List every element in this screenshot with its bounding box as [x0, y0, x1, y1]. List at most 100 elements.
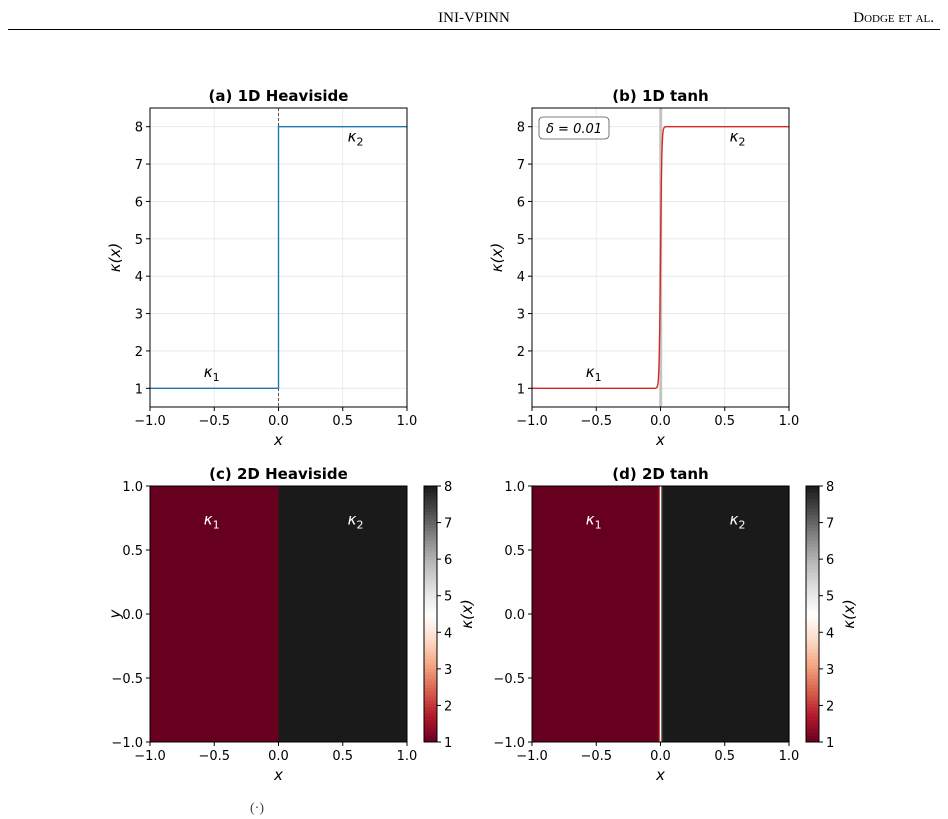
- colorbar-segment: [806, 585, 819, 589]
- x-tick-label: 0.5: [714, 749, 735, 764]
- heatmap-cell: [537, 486, 539, 742]
- colorbar-segment: [424, 722, 437, 727]
- heatmap-cell: [679, 486, 681, 742]
- heatmap-cell: [771, 486, 773, 742]
- colorbar-segment: [424, 527, 437, 532]
- heatmap-cell: [707, 486, 709, 742]
- heatmap-cell: [706, 486, 708, 742]
- heatmap-cell: [703, 486, 705, 742]
- heatmap-cell: [723, 486, 725, 742]
- colorbar-segment: [806, 537, 819, 541]
- kappa-label: κ1: [586, 363, 602, 384]
- colorbar-tick-label: 3: [826, 663, 834, 678]
- colorbar-segment: [424, 710, 437, 714]
- heatmap-cell: [547, 486, 549, 742]
- heatmap-cell: [592, 486, 594, 742]
- colorbar-segment: [424, 572, 437, 577]
- colorbar-segment: [806, 713, 819, 717]
- heatmap-cell: [720, 486, 722, 742]
- colorbar-segment: [806, 572, 819, 577]
- heatmap-cell: [721, 486, 723, 742]
- colorbar-segment: [806, 678, 819, 682]
- heatmap-cell: [577, 486, 579, 742]
- colorbar-segment: [806, 598, 819, 602]
- x-axis-label: x: [273, 766, 283, 784]
- heatmap-cell: [544, 486, 546, 742]
- colorbar-segment: [806, 630, 819, 634]
- heatmap-cell: [616, 486, 618, 742]
- colorbar-segment: [424, 633, 437, 637]
- heatmap-cell: [645, 486, 647, 742]
- colorbar-segment: [806, 575, 819, 580]
- heatmap-cell: [680, 486, 682, 742]
- heatmap-cell: [626, 486, 628, 742]
- colorbar-segment: [424, 585, 437, 589]
- kappa-label: κ2: [730, 510, 746, 531]
- heatmap-cell: [738, 486, 740, 742]
- heatmap-cell: [638, 486, 640, 742]
- heatmap-cell: [677, 486, 679, 742]
- colorbar-segment: [424, 607, 437, 612]
- colorbar-segment: [806, 690, 819, 695]
- heatmap-cell: [742, 486, 744, 742]
- colorbar-segment: [806, 556, 819, 561]
- heatmap-cell: [609, 486, 611, 742]
- kappa-base: κ: [204, 510, 213, 528]
- colorbar-segment: [424, 687, 437, 692]
- heatmap-cell: [570, 486, 572, 742]
- heatmap-cell: [737, 486, 739, 742]
- header-rule: [8, 29, 940, 30]
- colorbar-segment: [806, 550, 819, 554]
- x-axis-label: x: [655, 766, 665, 784]
- colorbar-segment: [424, 738, 437, 743]
- heatmap-cell: [717, 486, 719, 742]
- heatmap-cell: [575, 486, 577, 742]
- chart-d: κ1 κ2−1.0 −0.5 0.0 0.5 1.0−1.0−0.50.00.51.0(d…: [493, 465, 858, 784]
- colorbar-tick-label: 7: [444, 517, 452, 532]
- x-axis-label: x: [273, 431, 283, 449]
- colorbar-segment: [806, 566, 819, 570]
- colorbar-label: κ(x): [840, 599, 858, 628]
- heatmap-cell: [653, 486, 655, 742]
- heatmap-cell: [567, 486, 569, 742]
- kappa-sub: 2: [739, 518, 746, 531]
- colorbar-segment: [424, 636, 437, 641]
- heatmap-cell: [563, 486, 565, 742]
- heatmap-cell: [733, 486, 735, 742]
- y-tick-label: 1: [517, 382, 525, 397]
- heatmap-cell: [554, 486, 556, 742]
- colorbar-segment: [806, 668, 819, 673]
- colorbar-segment: [424, 735, 437, 740]
- heatmap-cell: [763, 486, 765, 742]
- heatmap-cell: [746, 486, 748, 742]
- colorbar-tick-label: 6: [444, 553, 452, 568]
- colorbar-segment: [806, 738, 819, 743]
- heatmap-cell: [618, 486, 620, 742]
- heatmap-cell: [613, 486, 615, 742]
- colorbar-segment: [424, 505, 437, 509]
- heatmap-cell: [549, 486, 551, 742]
- x-axis-label: x: [655, 431, 665, 449]
- heatmap-cell: [634, 486, 636, 742]
- colorbar-segment: [424, 681, 437, 685]
- heatmap-cell: [557, 486, 559, 742]
- heatmap-cell: [663, 486, 665, 742]
- heatmap-cell: [580, 486, 582, 742]
- colorbar-segment: [424, 639, 437, 644]
- kappa-sub: 2: [739, 136, 746, 149]
- colorbar-segment: [424, 674, 437, 679]
- colorbar-tick-label: 1: [444, 736, 452, 751]
- heatmap-region: [150, 486, 279, 742]
- heatmap-cell: [584, 486, 586, 742]
- kappa-sub: 2: [357, 136, 364, 149]
- heatmap-cell: [731, 486, 733, 742]
- heatmap-cell: [715, 486, 717, 742]
- heatmap-cell: [562, 486, 564, 742]
- x-tick-label: 0.0: [268, 749, 289, 764]
- heatmap-cell: [779, 486, 781, 742]
- heatmap-cell: [693, 486, 695, 742]
- heatmap-cell: [566, 486, 568, 742]
- heatmap-cell: [639, 486, 641, 742]
- heatmap-cell: [692, 486, 694, 742]
- kappa-label: κ1: [204, 363, 220, 384]
